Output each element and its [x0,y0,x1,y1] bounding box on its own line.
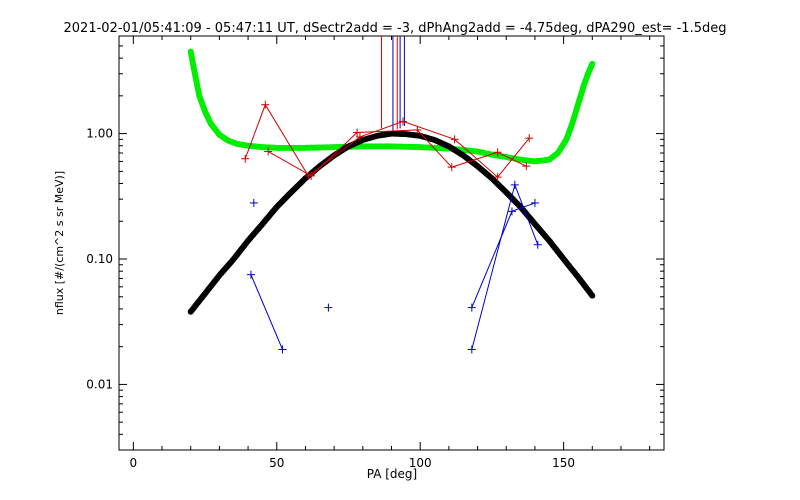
series-line [471,183,539,350]
axis-ticks: 0 50 100 150 0.01 0.10 1.00 [86,36,664,470]
series-line [471,202,536,308]
x-tick-label: 0 [130,456,138,470]
marker-series [467,180,542,354]
marker-series [246,270,287,354]
marker-series [241,100,534,182]
x-tick-label: 50 [269,456,284,470]
series-line [250,274,283,350]
curve-series [187,130,596,315]
y-axis-label: nflux [#/(cm^2 s sr MeV)] [53,171,66,315]
series-line [244,103,530,178]
y-tick-label: 1.00 [86,127,113,141]
curve-dot [589,60,596,67]
y-tick-label: 0.10 [86,252,113,266]
curve-series [187,48,596,165]
y-tick-label: 0.01 [86,377,113,391]
x-tick-label: 150 [552,456,575,470]
x-axis-label: PA [deg] [367,467,417,481]
x-tick-label: 100 [409,456,432,470]
marker-series [264,125,531,180]
curve-dot [589,292,596,299]
chart-title: 2021-02-01/05:41:09 - 05:47:11 UT, dSect… [64,21,727,36]
data-layer [187,36,596,354]
marker-series [467,198,539,312]
marker-series [249,198,333,312]
